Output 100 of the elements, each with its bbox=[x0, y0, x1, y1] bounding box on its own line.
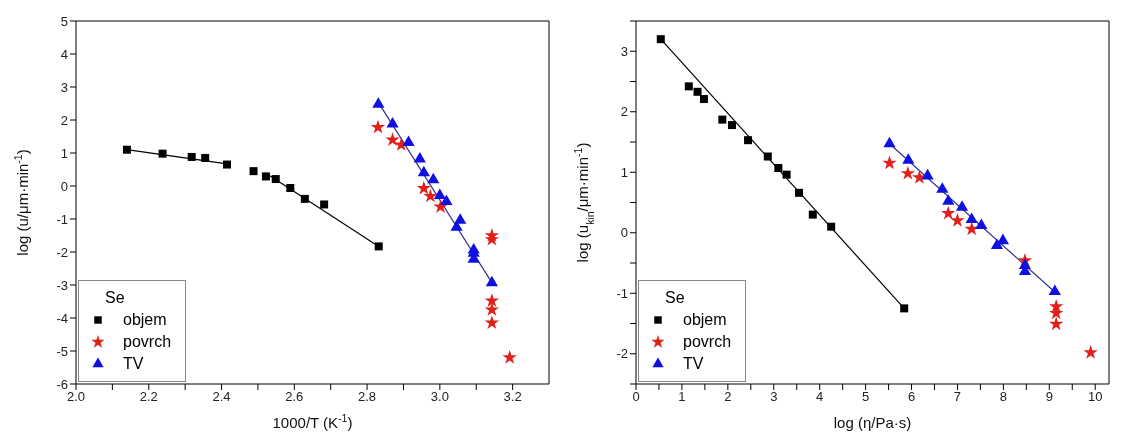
point bbox=[744, 136, 753, 145]
point bbox=[964, 221, 979, 236]
y-tick-label: 4 bbox=[60, 46, 68, 62]
point bbox=[423, 188, 438, 203]
x-tick-label: 2.0 bbox=[66, 389, 86, 405]
point bbox=[900, 304, 909, 313]
x-tick-label: 5 bbox=[861, 389, 870, 405]
point bbox=[286, 183, 295, 192]
point bbox=[693, 87, 702, 96]
y-tick-label: -2 bbox=[56, 244, 68, 260]
x-tick-label: 1 bbox=[678, 389, 686, 405]
x-tick-label: 3.2 bbox=[503, 389, 522, 405]
x-tick-label: 8 bbox=[999, 389, 1007, 405]
legend-label: povrch bbox=[123, 333, 172, 350]
point bbox=[249, 167, 258, 176]
point bbox=[484, 302, 500, 316]
x-tick-label: 6 bbox=[907, 389, 916, 405]
point bbox=[427, 172, 440, 184]
point bbox=[413, 151, 426, 163]
legend-label: objem bbox=[683, 311, 727, 328]
point bbox=[502, 350, 517, 364]
point bbox=[372, 97, 385, 108]
x-tick-label: 2.2 bbox=[139, 389, 158, 405]
point bbox=[900, 165, 916, 180]
point bbox=[433, 188, 446, 200]
legend-label: TV bbox=[683, 355, 704, 372]
legend-title: Se bbox=[105, 289, 125, 306]
point bbox=[1083, 344, 1098, 359]
point bbox=[271, 175, 280, 184]
x-axis-title: log (η/Pa·s) bbox=[833, 414, 912, 431]
point bbox=[936, 182, 949, 193]
x-tick-label: 9 bbox=[1045, 389, 1053, 405]
point bbox=[416, 180, 432, 195]
point bbox=[450, 220, 463, 231]
point bbox=[1049, 316, 1064, 331]
legend-label: TV bbox=[123, 355, 144, 372]
point bbox=[684, 82, 693, 91]
point bbox=[763, 152, 772, 161]
y-tick-label: 1 bbox=[60, 145, 68, 161]
x-tick-label: 2.8 bbox=[358, 389, 377, 405]
x-tick-label: 7 bbox=[953, 389, 962, 405]
x-tick-label: 4 bbox=[816, 389, 824, 405]
point bbox=[484, 315, 500, 330]
legend-title: Se bbox=[665, 289, 685, 306]
point bbox=[990, 238, 1004, 249]
point bbox=[201, 153, 210, 162]
legend-label: objem bbox=[123, 311, 167, 328]
legend-label: povrch bbox=[683, 333, 732, 350]
point bbox=[965, 212, 978, 223]
point bbox=[795, 188, 804, 197]
x-tick-label: 0 bbox=[632, 389, 640, 405]
point bbox=[727, 121, 736, 130]
x-axis-title: 1000/T (K$^{-1}$) bbox=[272, 412, 353, 431]
point bbox=[1048, 284, 1061, 295]
point bbox=[827, 222, 836, 231]
y-tick-label: 1 bbox=[620, 164, 628, 180]
y-tick-label: -1 bbox=[616, 285, 628, 301]
point bbox=[718, 115, 727, 124]
point bbox=[941, 205, 956, 220]
y-tick-label: -2 bbox=[616, 346, 628, 362]
point bbox=[440, 194, 453, 206]
x-tick-label: 2.4 bbox=[212, 389, 231, 405]
point bbox=[808, 210, 817, 219]
point bbox=[774, 164, 783, 173]
point bbox=[782, 170, 791, 179]
point bbox=[882, 155, 897, 170]
point bbox=[223, 160, 231, 169]
x-tick-label: 10 bbox=[1087, 389, 1103, 405]
point bbox=[374, 242, 383, 251]
y-tick-label: -1 bbox=[56, 211, 68, 227]
point bbox=[955, 200, 969, 211]
point bbox=[417, 165, 430, 177]
point bbox=[485, 275, 498, 287]
y-tick-label: -3 bbox=[56, 277, 68, 293]
point bbox=[187, 152, 196, 161]
y-tick-label: -4 bbox=[56, 310, 68, 326]
y-tick-label: 2 bbox=[60, 112, 68, 128]
point bbox=[942, 194, 955, 205]
y-tick-label: 2 bbox=[620, 104, 628, 120]
y-tick-label: 5 bbox=[60, 13, 68, 29]
y-tick-label: 3 bbox=[620, 43, 628, 59]
point bbox=[370, 119, 386, 134]
x-tick-label: 2.6 bbox=[285, 389, 304, 405]
x-tick-label: 3.0 bbox=[430, 389, 449, 405]
point bbox=[158, 149, 167, 158]
point bbox=[386, 116, 399, 128]
point bbox=[950, 213, 965, 227]
y-tick-label: 0 bbox=[60, 178, 68, 194]
point bbox=[385, 132, 400, 146]
y-tick-label: -6 bbox=[56, 376, 68, 392]
y-tick-label: 3 bbox=[60, 79, 68, 95]
point bbox=[975, 218, 988, 229]
point bbox=[902, 153, 915, 164]
point bbox=[300, 194, 309, 203]
point bbox=[656, 35, 665, 44]
point bbox=[320, 200, 329, 209]
x-tick-label: 3 bbox=[770, 389, 778, 405]
point bbox=[921, 168, 934, 180]
point bbox=[261, 172, 270, 181]
point bbox=[402, 135, 415, 146]
